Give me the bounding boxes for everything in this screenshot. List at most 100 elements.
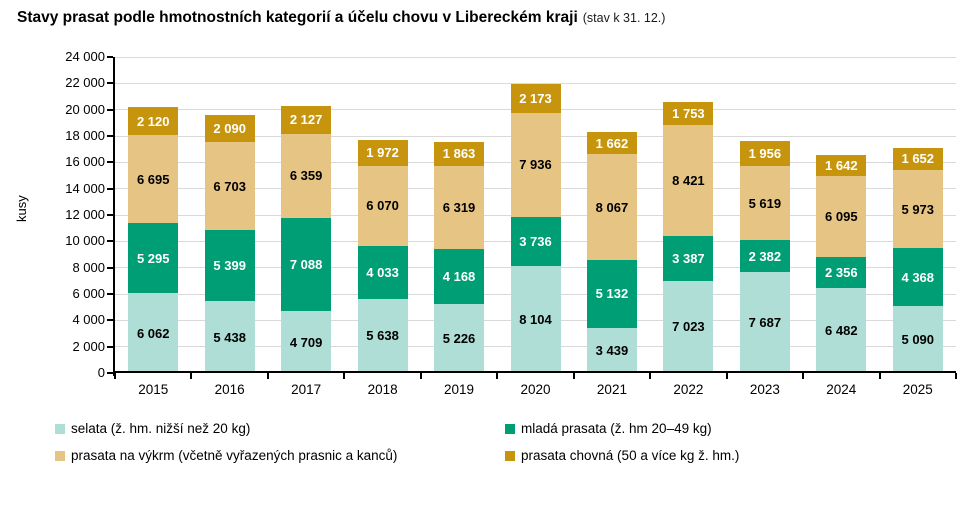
bar-segment-2025-series2: 5 973 [892, 169, 943, 249]
bar-value-label: 5 090 [901, 331, 935, 347]
bar-value-label: 3 387 [672, 250, 705, 266]
y-axis-tick [107, 187, 113, 190]
y-tick-label: 18 000 [65, 128, 105, 143]
bar-segment-2023-series3: 1 956 [739, 140, 790, 167]
y-tick-label: 24 000 [65, 49, 105, 64]
bar-value-label: 4 033 [366, 264, 399, 280]
bar-segment-2015-series2: 6 695 [128, 135, 179, 224]
bar-segment-2019-series0: 5 226 [434, 304, 485, 373]
bar-value-label: 1 956 [748, 146, 782, 162]
bar-segment-2020-series0: 8 104 [510, 266, 561, 373]
y-tick-label: 6 000 [72, 286, 105, 301]
bar-segment-2024-series0: 6 482 [816, 287, 867, 373]
bar-segment-2025-series0: 5 090 [892, 305, 943, 373]
bar-value-label: 1 652 [901, 151, 935, 167]
bar-value-label: 7 687 [748, 314, 782, 330]
bar-value-label: 6 095 [825, 209, 858, 225]
bar-segment-2016-series2: 6 703 [204, 142, 255, 231]
bar-segment-2017-series3: 2 127 [281, 105, 332, 134]
y-axis-tick [107, 161, 113, 164]
bar-value-label: 6 070 [366, 198, 399, 214]
y-tick-label: 2 000 [72, 338, 105, 354]
bar-value-label: 2 356 [825, 264, 858, 280]
bar-segment-2023-series0: 7 687 [739, 271, 790, 373]
bar-segment-2018-series0: 5 638 [357, 298, 408, 373]
bar-value-label: 5 973 [901, 201, 935, 217]
bar-value-label: 2 382 [748, 248, 782, 264]
x-axis-label-2024: 2024 [826, 382, 857, 397]
x-axis-tick [802, 373, 805, 379]
bar-segment-2022-series0: 7 023 [663, 280, 714, 373]
x-axis-tick [955, 373, 957, 379]
bar-segment-2019-series2: 6 319 [434, 166, 485, 250]
legend-label: prasata na výkrm (včetně vyřazených pras… [71, 448, 398, 463]
bar-value-label: 6 062 [136, 325, 170, 341]
bar-value-label: 6 319 [442, 200, 476, 216]
x-axis-label-2015: 2015 [138, 382, 169, 397]
bar-value-label: 5 399 [213, 258, 246, 274]
x-axis-tick [725, 373, 728, 379]
y-axis-tick [107, 345, 113, 348]
y-axis-tick [107, 214, 113, 216]
x-axis-label-2016: 2016 [214, 382, 245, 397]
x-axis-tick [343, 373, 346, 379]
y-tick-label: 20 000 [65, 101, 105, 117]
bar-segment-2022-series1: 3 387 [663, 235, 714, 281]
x-axis-tick [266, 373, 269, 379]
bar-segment-2023-series1: 2 382 [739, 240, 790, 272]
x-axis-label-2018: 2018 [367, 382, 398, 397]
gridline [115, 82, 956, 84]
bar-value-label: 7 936 [519, 157, 552, 173]
chart-title-main: Stavy prasat podle hmotnostních kategori… [17, 9, 578, 26]
bar-value-label: 6 695 [136, 171, 170, 187]
y-axis-tick [107, 319, 113, 322]
legend-item-series1: mladá prasata (ž. hm 20–49 kg) [505, 420, 739, 438]
x-axis-tick [114, 373, 116, 379]
x-axis-label-2019: 2019 [444, 382, 475, 397]
bar-segment-2018-series2: 6 070 [357, 165, 408, 246]
legend-label: prasata chovná (50 a více kg ž. hm.) [521, 448, 740, 463]
bar-segment-2019-series3: 1 863 [434, 141, 485, 167]
bar-value-label: 1 662 [595, 135, 629, 151]
bar-segment-2017-series2: 6 359 [281, 133, 332, 218]
bar-value-label: 4 709 [289, 334, 323, 350]
bar-segment-2015-series0: 6 062 [128, 293, 179, 373]
x-axis-label-2021: 2021 [596, 382, 627, 397]
bar-segment-2021-series2: 8 067 [586, 153, 637, 261]
legend-item-series0: selata (ž. hm. nižší než 20 kg) [55, 420, 505, 438]
bar-segment-2023-series2: 5 619 [739, 166, 790, 241]
y-axis-tick [107, 293, 113, 295]
y-tick-label: 22 000 [65, 75, 105, 91]
bar-value-label: 8 067 [595, 199, 629, 215]
bar-segment-2022-series3: 1 753 [663, 101, 714, 126]
x-axis-tick [878, 373, 881, 379]
bar-value-label: 2 173 [519, 90, 552, 106]
bar-segment-2015-series3: 2 120 [128, 107, 179, 136]
plot-area: 6 062 5 295 6 695 2 120 2015 5 438 5 399 6 703 2… [107, 56, 957, 397]
gridline [115, 56, 956, 58]
bar-segment-2017-series1: 7 088 [281, 217, 332, 311]
x-axis-line [113, 371, 956, 373]
bar-value-label: 1 642 [825, 158, 858, 174]
bar-segment-2021-series3: 1 662 [586, 132, 637, 154]
bar-value-label: 5 438 [213, 329, 246, 345]
bar-value-label: 4 168 [442, 269, 476, 285]
bar-value-label: 4 368 [901, 269, 935, 285]
y-tick-label: 4 000 [72, 312, 105, 328]
y-axis-tick [107, 82, 113, 85]
legend-marker-icon [505, 451, 515, 461]
bar-segment-2020-series3: 2 173 [510, 84, 561, 113]
bar-value-label: 1 972 [366, 145, 399, 161]
bar-value-label: 7 088 [289, 256, 323, 272]
bar-segment-2024-series3: 1 642 [816, 154, 867, 177]
x-axis-tick [496, 373, 499, 379]
bar-segment-2015-series1: 5 295 [128, 223, 179, 294]
bar-value-label: 2 127 [289, 112, 323, 128]
x-axis-label-2022: 2022 [673, 382, 704, 397]
bar-value-label: 5 132 [595, 286, 629, 302]
legend-marker-icon [505, 424, 515, 434]
y-axis-line [113, 57, 115, 376]
bar-value-label: 3 439 [595, 342, 629, 358]
bar-value-label: 8 421 [672, 173, 705, 188]
